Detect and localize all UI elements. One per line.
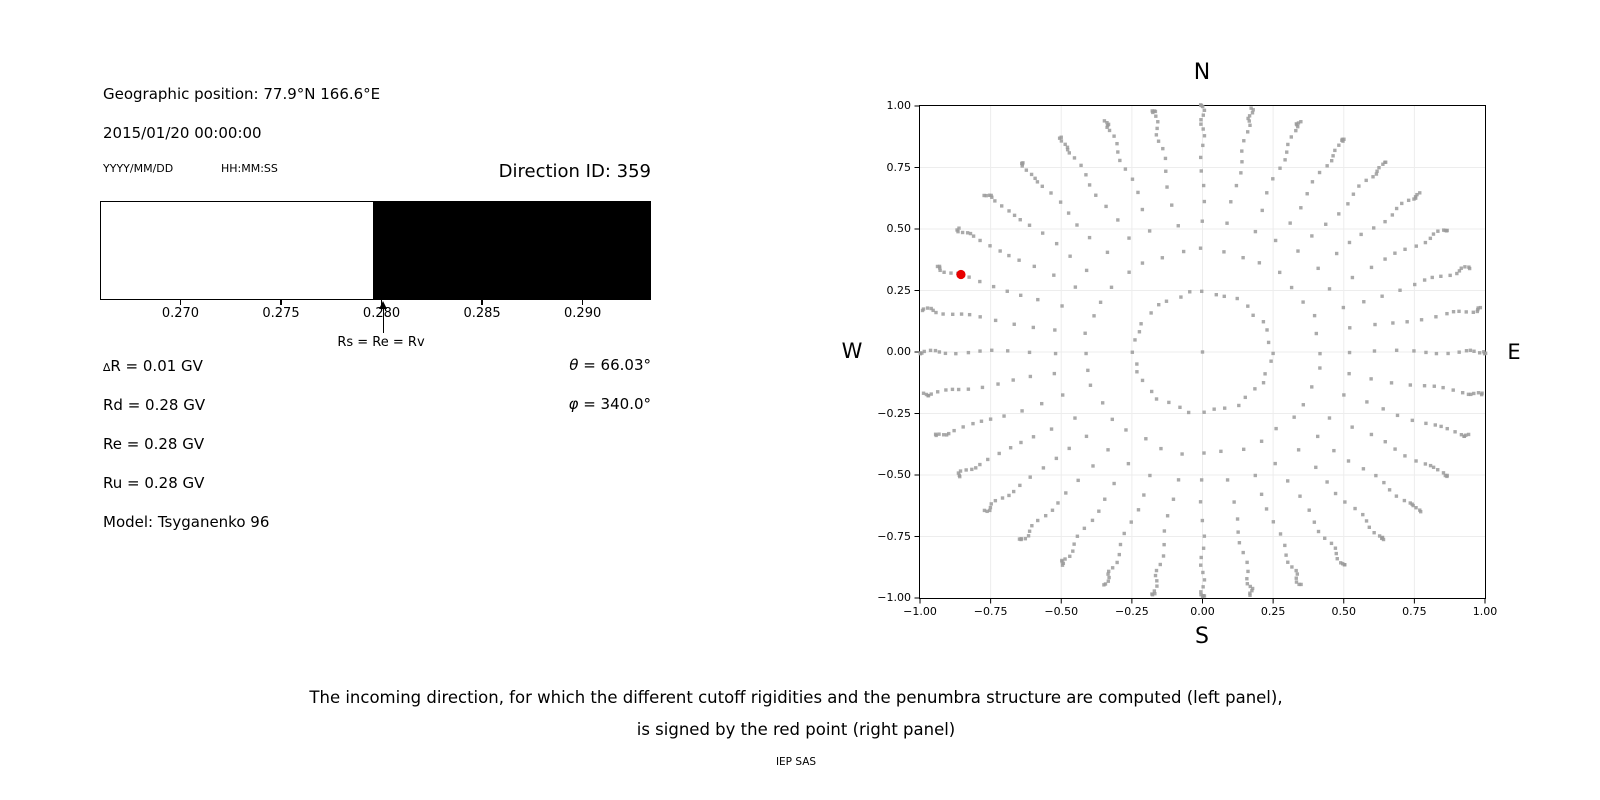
credit-text: IEP SAS [775, 756, 817, 768]
penumbra-bar-axis: 0.270 0.275 0.280 0.285 0.290 [100, 300, 651, 330]
compass-label-east: E [1507, 340, 1521, 364]
bar-tick-mark [582, 300, 584, 305]
y-tick-label: 0.50 [886, 222, 912, 235]
rs-equality-label: Rs = Re = Rv [337, 335, 425, 350]
time-format-label: HH:MM:SS [221, 162, 278, 175]
bar-tick-mark [481, 300, 483, 305]
delta-r-text: ∆R = 0.01 GV [103, 357, 203, 375]
bar-tick-mark [280, 300, 282, 305]
date-format-label: YYYY/MM/DD [103, 162, 174, 175]
x-tick-label: −0.25 [1115, 605, 1149, 618]
direction-dot-grid [918, 103, 1488, 599]
bar-tick-label: 0.270 [161, 306, 200, 321]
bar-tick-label: 0.280 [362, 306, 401, 321]
x-tick-label: −1.00 [903, 605, 937, 618]
theta-symbol: θ [569, 356, 579, 374]
arrow-shaft [382, 307, 385, 333]
x-tick-label: −0.75 [973, 605, 1008, 618]
compass-label-west: W [841, 339, 863, 363]
phi-symbol: φ [568, 395, 579, 413]
y-tick-label: 0.25 [886, 283, 912, 297]
x-tick-label: 0.00 [1190, 605, 1215, 618]
delta-symbol: ∆ [103, 361, 111, 374]
model-text: Model: Tsyganenko 96 [103, 513, 270, 531]
theta-text: θ = 66.03° [569, 356, 651, 374]
arrow-head-icon [379, 301, 388, 309]
phi-text: φ = 340.0° [568, 395, 651, 413]
y-tick-label: 0.00 [886, 345, 912, 358]
bar-tick-label: 0.285 [463, 306, 501, 321]
direction-plot: N S W E −1.00 −0.75 −0.50 −0.25 0.00 0.25 0.50… [842, 60, 1521, 649]
selected-direction-point [956, 269, 966, 280]
compass-label-south: S [1195, 624, 1209, 649]
penumbra-forbidden-region [373, 202, 650, 299]
geo-position-text: Geographic position: 77.9°N 166.6°E [103, 85, 381, 103]
re-text: Re = 0.28 GV [103, 435, 205, 453]
x-tick-label: 0.50 [1331, 605, 1357, 618]
x-tick-label: 0.75 [1402, 605, 1427, 618]
datetime-text: 2015/01/20 00:00:00 [103, 124, 262, 142]
x-tick-label: 0.25 [1260, 605, 1286, 618]
caption-line-1: The incoming direction, for which the di… [309, 688, 1283, 707]
caption-line-2: is signed by the red point (right panel) [636, 720, 956, 739]
bar-tick-label: 0.290 [564, 306, 602, 321]
compass-label-north: N [1193, 60, 1211, 85]
x-tick-label: 1.00 [1472, 605, 1498, 618]
direction-id-text: Direction ID: 359 [498, 161, 651, 182]
y-tick-label: 0.75 [886, 160, 912, 174]
bar-tick-label: 0.275 [262, 306, 300, 321]
penumbra-bar [100, 201, 651, 300]
y-tick-label: 1.00 [886, 99, 912, 112]
rd-text: Rd = 0.28 GV [103, 396, 206, 414]
y-tick-label: −0.75 [877, 529, 911, 543]
x-tick-label: −0.50 [1044, 605, 1079, 618]
bar-tick-mark [179, 300, 182, 305]
y-tick-label: −0.50 [877, 468, 911, 481]
ru-text: Ru = 0.28 GV [103, 474, 205, 492]
rs-arrow [379, 301, 388, 333]
direction-plot-svg [914, 103, 1488, 604]
y-tick-label: −0.25 [877, 406, 911, 420]
y-tick-label: −1.00 [877, 591, 911, 604]
